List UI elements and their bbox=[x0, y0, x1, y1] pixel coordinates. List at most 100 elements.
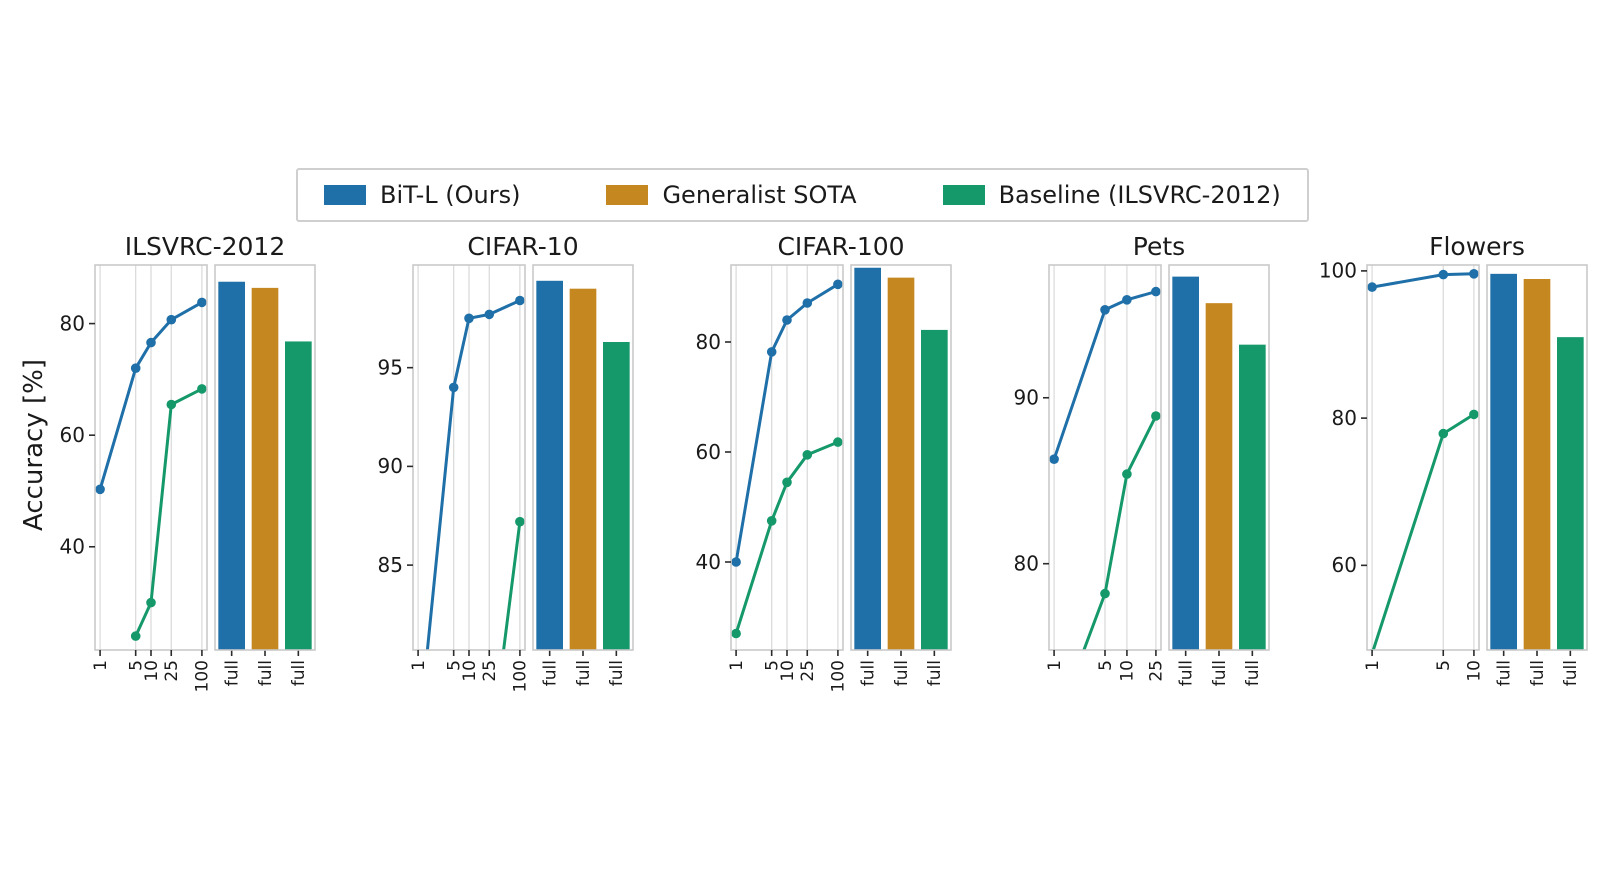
bar-plot-box bbox=[214, 264, 316, 651]
bar-baseline bbox=[1557, 337, 1584, 650]
bar-plot-box bbox=[1168, 264, 1270, 651]
legend-swatch-sota bbox=[606, 185, 649, 205]
y-tick-label: 60 bbox=[1332, 553, 1357, 577]
legend-item-sota: Generalist SOTA bbox=[606, 181, 857, 209]
series-marker-bit bbox=[166, 314, 177, 325]
series-marker-baseline bbox=[833, 437, 843, 447]
x-tick-label: 25 bbox=[798, 660, 818, 682]
bar-tick-label: full bbox=[1561, 660, 1581, 686]
legend-label-bit: BiT-L (Ours) bbox=[380, 181, 521, 209]
x-tick-label: 25 bbox=[1147, 660, 1167, 682]
bar-bit bbox=[1490, 273, 1517, 650]
bar-tick-label: full bbox=[1176, 660, 1196, 686]
y-tick-label: 60 bbox=[696, 440, 721, 464]
panel-flowers: Flowers 60 80 100 1 5 10 full full full bbox=[1319, 232, 1588, 686]
series-marker-bit bbox=[146, 337, 156, 348]
y-tick-label: 90 bbox=[378, 454, 403, 478]
series-marker-bit bbox=[130, 363, 141, 373]
series-marker-baseline bbox=[802, 450, 813, 460]
y-tick-label: 60 bbox=[60, 423, 85, 447]
y-tick-label: 80 bbox=[1014, 552, 1039, 576]
x-tick-label: 10 bbox=[778, 660, 798, 682]
y-tick-label: 80 bbox=[696, 330, 721, 354]
bar-plot-box bbox=[532, 264, 634, 651]
bar-sota bbox=[887, 277, 915, 650]
panel-title: Flowers bbox=[1429, 232, 1525, 261]
series-marker-baseline bbox=[197, 384, 207, 394]
series-marker-baseline bbox=[1469, 409, 1479, 420]
series-marker-baseline bbox=[782, 477, 792, 488]
bar-bit bbox=[854, 267, 881, 650]
series-marker-bit bbox=[1151, 286, 1161, 297]
legend-item-bit: BiT-L (Ours) bbox=[324, 181, 520, 209]
bar-sota bbox=[569, 288, 597, 650]
x-tick-label: 100 bbox=[193, 660, 213, 692]
series-marker-baseline bbox=[731, 628, 741, 639]
bar-tick-label: full bbox=[1243, 660, 1263, 686]
series-marker-bit bbox=[448, 382, 459, 393]
series-marker-bit bbox=[833, 279, 843, 290]
series-marker-bit bbox=[515, 295, 525, 306]
series-marker-bit bbox=[1049, 454, 1059, 464]
series-marker-bit bbox=[802, 298, 813, 308]
y-tick-label: 40 bbox=[696, 550, 721, 574]
x-tick-label: 1 bbox=[91, 660, 111, 671]
bar-baseline bbox=[1239, 344, 1266, 650]
x-tick-label: 100 bbox=[511, 660, 531, 692]
x-tick-label: 100 bbox=[829, 660, 849, 692]
series-group bbox=[1049, 286, 1161, 735]
x-tick-label: 10 bbox=[460, 660, 480, 682]
series-marker-bit bbox=[1438, 269, 1449, 280]
panel-title: CIFAR-10 bbox=[467, 232, 578, 261]
x-tick-label: 1 bbox=[1045, 660, 1065, 671]
bar-bit bbox=[536, 280, 563, 650]
series-marker-bit bbox=[731, 557, 741, 567]
series-marker-baseline bbox=[1122, 469, 1132, 479]
series-marker-baseline bbox=[1049, 725, 1059, 735]
series-line-baseline bbox=[134, 387, 204, 638]
x-tick-label: 1 bbox=[1363, 660, 1383, 671]
bar-bit bbox=[218, 281, 245, 650]
series-marker-baseline bbox=[146, 597, 156, 608]
bar-tick-label: full bbox=[1494, 660, 1514, 686]
series-marker-baseline bbox=[766, 516, 777, 526]
y-tick-label: 40 bbox=[60, 535, 85, 559]
bar-tick-label: full bbox=[607, 660, 627, 686]
bar-tick-label: full bbox=[289, 660, 309, 686]
legend: BiT-L (Ours) Generalist SOTA Baseline (I… bbox=[296, 168, 1309, 222]
y-tick-label: 85 bbox=[378, 553, 403, 577]
legend-label-baseline: Baseline (ILSVRC-2012) bbox=[998, 181, 1281, 209]
series-marker-bit bbox=[95, 484, 105, 495]
x-tick-label: 10 bbox=[1465, 660, 1485, 682]
bar-baseline bbox=[921, 329, 948, 650]
series-marker-baseline bbox=[515, 516, 525, 527]
x-tick-label: 1 bbox=[727, 660, 747, 671]
series-marker-baseline bbox=[1151, 411, 1161, 421]
panel-title: Pets bbox=[1133, 232, 1185, 261]
series-group bbox=[1367, 269, 1479, 650]
y-tick-label: 100 bbox=[1319, 259, 1357, 283]
x-tick-label: 5 bbox=[126, 660, 146, 671]
series-marker-bit bbox=[1469, 269, 1479, 279]
bar-tick-label: full bbox=[1528, 660, 1548, 686]
panel-title: ILSVRC-2012 bbox=[125, 232, 286, 261]
panel-cifar-10: CIFAR-10 85 90 95 1 510 25 100 full full full bbox=[378, 232, 634, 692]
x-tick-label: 25 bbox=[480, 660, 500, 682]
bar-bit bbox=[1172, 276, 1199, 650]
x-tick-label: 5 bbox=[1434, 660, 1454, 671]
bar-tick-label: full bbox=[256, 660, 276, 686]
bar-tick-label: full bbox=[1210, 660, 1230, 686]
series-marker-bit bbox=[464, 313, 474, 324]
series-marker-baseline bbox=[166, 399, 177, 410]
series-marker-bit bbox=[1122, 295, 1132, 305]
x-tick-label: 5 bbox=[762, 660, 782, 671]
legend-swatch-bit bbox=[324, 185, 366, 205]
x-tick-label: 10 bbox=[142, 660, 162, 682]
series-line-bit bbox=[1370, 272, 1476, 289]
y-tick-label: 80 bbox=[60, 311, 85, 335]
panel-pets: Pets 80 90 1 5 10 25 full full full bbox=[1014, 232, 1270, 735]
series-marker-bit bbox=[197, 297, 207, 308]
bar-tick-label: full bbox=[892, 660, 912, 686]
